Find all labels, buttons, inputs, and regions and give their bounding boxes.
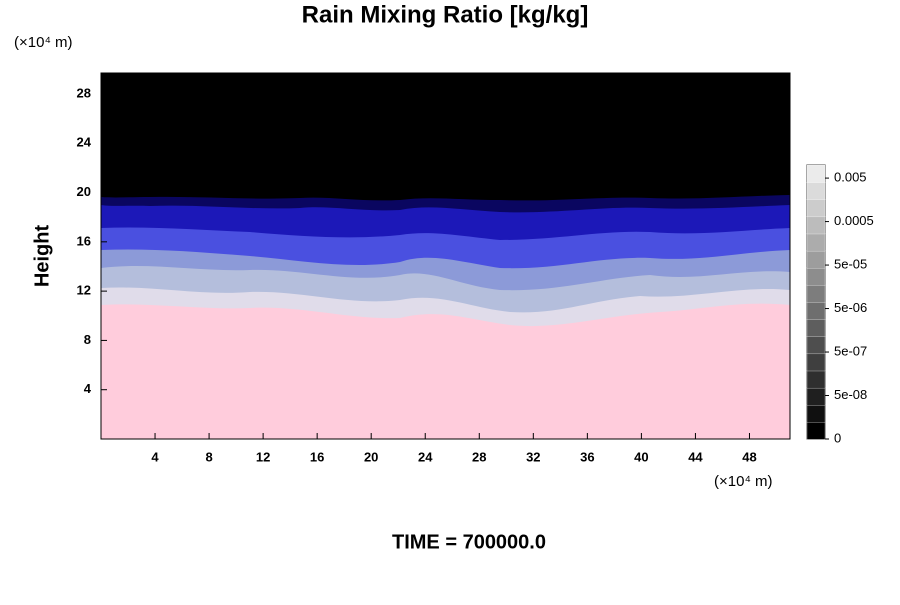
x-tick-label: 36 [580,449,594,464]
y-tick-label: 12 [77,283,91,298]
colorbar-band [806,284,826,303]
colorbar-tick-label: 5e-05 [834,256,867,271]
x-tick-label: 24 [418,449,433,464]
colorbar-band [806,387,826,406]
colorbar-band [806,233,826,252]
x-tick-label: 48 [742,449,756,464]
colorbar-tick-label: 5e-06 [834,300,867,315]
colorbar-band [806,336,826,355]
chart-title: Rain Mixing Ratio [kg/kg] [302,1,589,28]
y-tick-label: 28 [77,85,91,100]
y-axis-label: Height [31,225,53,288]
x-tick-label: 44 [688,449,703,464]
colorbar [806,164,826,440]
colorbar-tick-label: 0.005 [834,170,867,185]
x-unit: (×10⁴ m) [714,473,773,490]
colorbar-tick-label: 0.0005 [834,213,874,228]
colorbar-band [806,370,826,389]
x-tick-label: 16 [310,449,324,464]
x-tick-label: 40 [634,449,648,464]
colorbar-band [806,404,826,423]
colorbar-band [806,353,826,372]
colorbar-tick-label: 5e-07 [834,343,867,358]
footer: TIME = 700000.0 [392,531,546,553]
colorbar-band [806,301,826,320]
x-tick-label: 4 [151,449,159,464]
colorbar-tick-label: 5e-08 [834,387,867,402]
y-tick-label: 8 [84,332,91,347]
colorbar-band [806,199,826,218]
colorbar-band [806,216,826,235]
colorbar-band [806,164,826,183]
colorbar-band [806,267,826,286]
x-tick-label: 12 [256,449,270,464]
y-tick-label: 20 [77,184,91,199]
colorbar-tick-label: 0 [834,430,841,445]
x-tick-label: 28 [472,449,486,464]
field [100,72,791,440]
y-tick-label: 24 [77,135,92,150]
colorbar-band [806,421,826,440]
colorbar-band [806,318,826,337]
x-tick-label: 8 [205,449,212,464]
y-tick-label: 16 [77,233,91,248]
x-tick-label: 20 [364,449,378,464]
y-tick-label: 4 [84,381,92,396]
colorbar-band [806,250,826,269]
colorbar-band [806,181,826,200]
x-tick-label: 32 [526,449,540,464]
y-unit: (×10⁴ m) [14,34,73,51]
